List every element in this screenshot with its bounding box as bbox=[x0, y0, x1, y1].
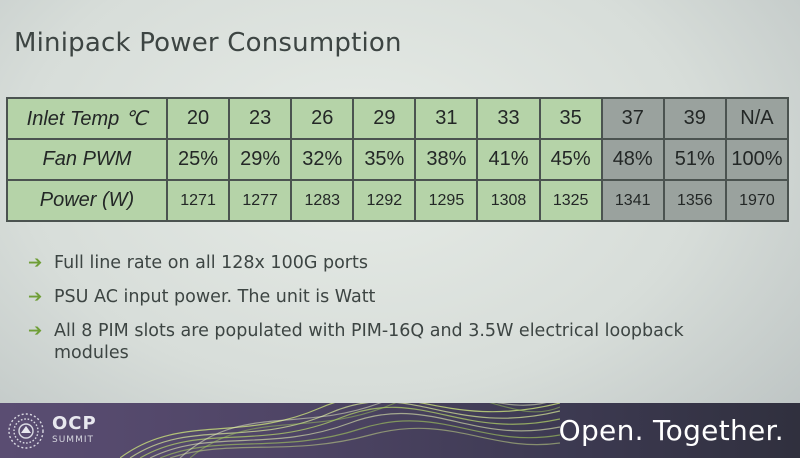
row-label: Power (W) bbox=[6, 179, 168, 222]
footer-banner: OCP SUMMIT Open. Together. bbox=[0, 403, 800, 458]
list-item: ➔ PSU AC input power. The unit is Watt bbox=[28, 286, 728, 308]
tagline: Open. Together. bbox=[558, 414, 784, 447]
table-cell: 1308 bbox=[476, 179, 541, 222]
slide-title: Minipack Power Consumption bbox=[14, 28, 402, 58]
bullet-text: PSU AC input power. The unit is Watt bbox=[54, 287, 376, 307]
list-item: ➔ Full line rate on all 128x 100G ports bbox=[28, 252, 728, 274]
logo-text: OCP bbox=[52, 413, 97, 434]
table-cell: 1283 bbox=[290, 179, 355, 222]
right-arrow-icon: ➔ bbox=[28, 287, 43, 307]
table-cell: 31 bbox=[414, 97, 479, 140]
table-cell: 39 bbox=[662, 97, 727, 140]
bullet-list: ➔ Full line rate on all 128x 100G ports … bbox=[28, 252, 728, 376]
table-cell: 1271 bbox=[165, 179, 231, 222]
table-cell: 20 bbox=[165, 97, 231, 140]
table-cell: 29% bbox=[228, 138, 293, 181]
table-cell: 1356 bbox=[662, 179, 727, 222]
right-arrow-icon: ➔ bbox=[28, 321, 43, 341]
table-cell: 33 bbox=[476, 97, 541, 140]
bullet-text: All 8 PIM slots are populated with PIM-1… bbox=[54, 321, 684, 363]
table-cell: 45% bbox=[538, 138, 603, 181]
table-cell: 32% bbox=[290, 138, 355, 181]
table-cell: 38% bbox=[414, 138, 479, 181]
table-cell: 1325 bbox=[538, 179, 603, 222]
table-row-fan-pwm: Fan PWM 25% 29% 32% 35% 38% 41% 45% 48% … bbox=[6, 138, 790, 181]
table-cell: 26 bbox=[290, 97, 355, 140]
table-row-power: Power (W) 1271 1277 1283 1292 1295 1308 … bbox=[6, 179, 790, 222]
table-cell: 29 bbox=[352, 97, 417, 140]
right-arrow-icon: ➔ bbox=[28, 253, 43, 273]
table-cell: 1292 bbox=[352, 179, 417, 222]
decorative-waves bbox=[120, 403, 560, 458]
table-cell: 1295 bbox=[414, 179, 479, 222]
table-cell: 35% bbox=[352, 138, 417, 181]
table-cell: 23 bbox=[228, 97, 293, 140]
table-cell: 51% bbox=[662, 138, 727, 181]
power-table-container: Inlet Temp ℃ 20 23 26 29 31 33 35 37 39 … bbox=[6, 97, 790, 222]
table-cell: 1341 bbox=[600, 179, 665, 222]
bullet-text: Full line rate on all 128x 100G ports bbox=[54, 253, 368, 273]
power-table: Inlet Temp ℃ 20 23 26 29 31 33 35 37 39 … bbox=[6, 97, 790, 222]
table-cell: 35 bbox=[538, 97, 603, 140]
row-label: Fan PWM bbox=[6, 138, 168, 181]
table-cell: 48% bbox=[600, 138, 665, 181]
table-cell: 100% bbox=[724, 138, 790, 181]
logo-subtext: SUMMIT bbox=[52, 435, 94, 445]
table-cell: 37 bbox=[600, 97, 665, 140]
table-cell: 1970 bbox=[724, 179, 790, 222]
ocp-summit-logo: OCP SUMMIT bbox=[6, 411, 116, 453]
list-item: ➔ All 8 PIM slots are populated with PIM… bbox=[28, 320, 728, 364]
table-cell: 25% bbox=[165, 138, 231, 181]
table-cell: 41% bbox=[476, 138, 541, 181]
table-row-inlet-temp: Inlet Temp ℃ 20 23 26 29 31 33 35 37 39 … bbox=[6, 97, 790, 140]
ocp-logo-mark-icon bbox=[8, 413, 44, 449]
table-cell: 1277 bbox=[228, 179, 293, 222]
table-cell: N/A bbox=[724, 97, 790, 140]
row-label: Inlet Temp ℃ bbox=[6, 97, 168, 140]
